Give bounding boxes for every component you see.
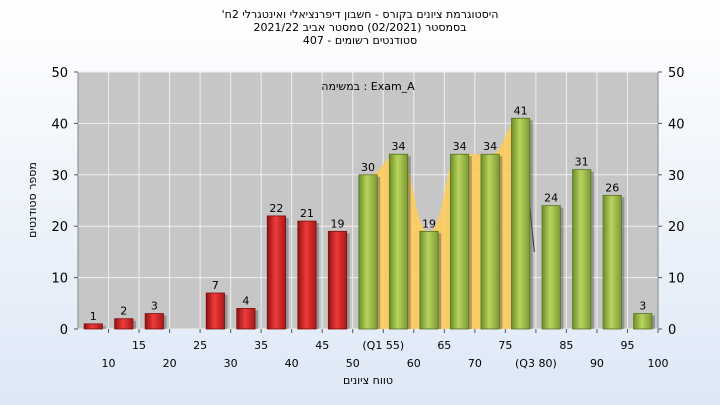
- bar: [602, 194, 622, 330]
- bar: [144, 313, 164, 330]
- bar: [83, 323, 103, 330]
- bar-75: [480, 153, 503, 330]
- bar-value-label: 4: [242, 294, 249, 307]
- x-axis-label: טווח ציונים: [343, 374, 393, 387]
- task-annotation: במשימה : Exam_A: [321, 80, 415, 93]
- x-tick-label: 30: [224, 357, 238, 370]
- bar-value-label: 31: [575, 156, 589, 169]
- bar-50: [327, 230, 350, 330]
- bar-45: [297, 220, 320, 330]
- chart-title-line-2: בסמסטר (02/2021) סמסטר אביב 2021/22: [253, 21, 467, 34]
- bar-100: [633, 313, 655, 330]
- bar-value-label: 41: [514, 104, 528, 117]
- x-tick-label: 40: [285, 357, 299, 370]
- bar: [633, 313, 653, 330]
- x-tick-label: (Q1 55): [362, 339, 404, 352]
- bar-85: [541, 205, 564, 330]
- bar-Q380: [511, 117, 533, 330]
- x-tick-label: 50: [346, 357, 360, 370]
- x-tick-label: 60: [407, 357, 421, 370]
- y-tick-label-right: 30: [668, 169, 685, 184]
- bar-value-label: 22: [269, 202, 283, 215]
- x-tick-label: 45: [315, 339, 329, 352]
- bar-35: [236, 308, 259, 330]
- y-tick-label-left: 30: [51, 169, 68, 184]
- bar: [236, 308, 256, 330]
- x-tick-label: 85: [559, 339, 573, 352]
- chart-title-line-1: 'היסטוגרמת ציונים בקורס - חשבון דיפרנציא…: [221, 8, 499, 21]
- y-tick-label-left: 50: [51, 66, 68, 81]
- bar: [511, 117, 531, 330]
- bar: [572, 169, 592, 330]
- bar-value-label: 24: [544, 192, 558, 205]
- x-tick-label: 35: [254, 339, 268, 352]
- bar: [266, 215, 286, 330]
- y-tick-label-left: 0: [60, 323, 68, 338]
- x-tick-label: 10: [102, 357, 116, 370]
- chart-title-line-3: סטודנטים רשומים - 407: [302, 34, 418, 47]
- bar-10: [83, 323, 106, 330]
- bar-value-label: 7: [212, 279, 219, 292]
- x-tick-label: (Q3 80): [515, 357, 557, 370]
- bar: [388, 153, 409, 330]
- bar-value-label: 34: [453, 140, 467, 153]
- x-tick-label: 20: [163, 357, 177, 370]
- bar-value-label: 26: [605, 181, 619, 194]
- bar-95: [602, 194, 625, 330]
- bar-30: [205, 292, 228, 330]
- x-tick-label: 90: [590, 357, 604, 370]
- x-tick-label: 15: [132, 339, 146, 352]
- y-tick-label-right: 40: [668, 117, 685, 132]
- y-tick-label-left: 10: [51, 272, 68, 287]
- x-tick-label: 65: [437, 339, 451, 352]
- bar-Q155: [358, 174, 381, 330]
- x-tick-label: 95: [620, 339, 634, 352]
- bar-70: [450, 153, 472, 330]
- bar: [450, 153, 470, 330]
- bar-20: [144, 313, 167, 330]
- y-axis-label: מספר סטודנטים: [26, 162, 39, 238]
- bar-value-label: 3: [151, 300, 158, 313]
- bar-value-label: 19: [422, 217, 436, 230]
- bar-65: [419, 230, 442, 330]
- bar: [480, 153, 500, 330]
- y-tick-label-left: 20: [51, 220, 68, 235]
- y-tick-label-right: 50: [668, 66, 685, 81]
- bar: [114, 318, 134, 330]
- x-tick-label: 70: [468, 357, 482, 370]
- bar-60: [388, 153, 411, 330]
- bar-value-label: 34: [392, 140, 406, 153]
- bar-value-label: 34: [483, 140, 497, 153]
- bar-90: [572, 169, 594, 330]
- y-tick-label-right: 20: [668, 220, 685, 235]
- x-tick-label: 75: [498, 339, 512, 352]
- bar-40: [266, 215, 289, 330]
- bar: [419, 230, 439, 330]
- bar: [205, 292, 225, 330]
- bar-15: [114, 318, 136, 330]
- bar-value-label: 19: [330, 217, 344, 230]
- y-tick-label-right: 10: [668, 272, 685, 287]
- bar: [327, 230, 348, 330]
- bar: [358, 174, 378, 330]
- bar-value-label: 1: [90, 310, 97, 323]
- x-tick-label: 100: [648, 357, 669, 370]
- bar-value-label: 30: [361, 161, 375, 174]
- x-tick-label: 25: [193, 339, 207, 352]
- bar: [541, 205, 561, 330]
- bar: [297, 220, 317, 330]
- bar-value-label: 2: [120, 305, 127, 318]
- bar-value-label: 3: [639, 300, 646, 313]
- bar-value-label: 21: [300, 207, 314, 220]
- y-tick-label-left: 40: [51, 117, 68, 132]
- y-tick-label-right: 0: [668, 323, 676, 338]
